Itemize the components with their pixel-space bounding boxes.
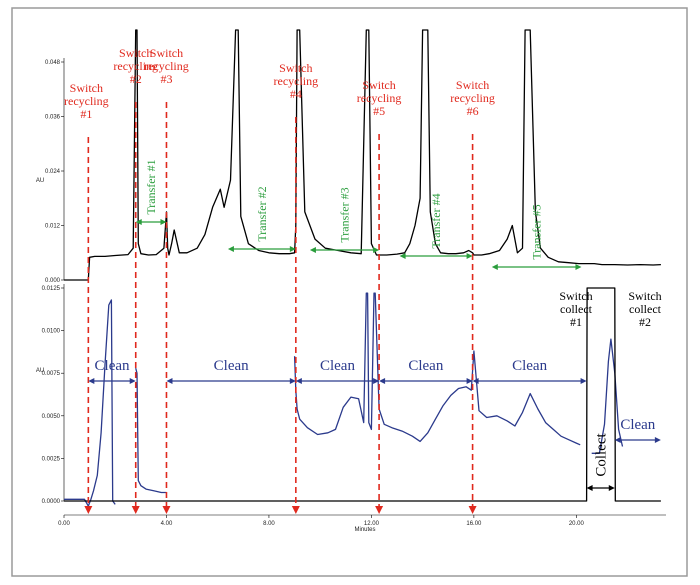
bottom-chromatogram-trace <box>591 338 624 454</box>
switch-lines-layer <box>84 102 477 514</box>
switch-recycling-label: #6 <box>467 104 479 118</box>
clean-label: Clean <box>512 358 547 374</box>
bottom-chromatogram-trace <box>293 292 581 446</box>
transfer-label: Transfer #3 <box>338 187 352 242</box>
x-tick-label: 8.00 <box>263 521 275 527</box>
switch-recycling-label: recycling <box>450 91 495 105</box>
switch-recycling-label: Switch <box>119 46 152 60</box>
switch-recycling-label: Switch <box>279 61 312 75</box>
switch-recycling-arrowhead <box>291 506 300 514</box>
top-y-tick-label: 0.036 <box>45 115 61 121</box>
clean-arrow-head <box>580 378 587 384</box>
top-y-tick-label: 0.012 <box>45 224 61 230</box>
clean-arrow-head <box>129 378 136 384</box>
bottom-y-tick-label: 0.0125 <box>42 286 61 292</box>
clean-arrow-head <box>466 378 473 384</box>
switch-recycling-label: recycling <box>144 59 189 73</box>
bottom-chromatogram-trace <box>135 367 167 494</box>
switch-recycling-label: #2 <box>130 72 142 86</box>
clean-label: Clean <box>620 417 655 433</box>
axes-layer: 0.000 0.012 0.024 0.036 0.048 0.0000 0.0025 0.0… <box>42 58 666 527</box>
switch-collect-label: Switch <box>628 289 661 303</box>
switch-recycling-label: recycling <box>357 91 402 105</box>
transfer-arrow-head <box>160 219 167 225</box>
switch-recycling-label: recycling <box>113 59 158 73</box>
collect-arrow-head <box>586 485 593 491</box>
switch-collect-label: #2 <box>639 315 651 329</box>
clean-arrow-head <box>166 378 173 384</box>
clean-arrow-head <box>379 378 386 384</box>
switch-collect-label: #1 <box>570 315 582 329</box>
transfer-label: Transfer #2 <box>255 186 269 241</box>
transfer-label: Transfer #5 <box>530 204 544 259</box>
switch-recycling-label: recycling <box>274 74 319 88</box>
top-y-tick-label: 0.024 <box>45 169 61 175</box>
switch-collect-label: collect <box>629 302 662 316</box>
bottom-y-axis-label: AU <box>36 368 44 374</box>
top-y-tick-label: 0.000 <box>45 278 61 284</box>
transfer-arrow-head <box>399 253 406 259</box>
switch-recycling-arrowhead <box>162 506 171 514</box>
clean-label: Clean <box>320 358 355 374</box>
x-tick-label: 0.00 <box>58 521 70 527</box>
bottom-chromatogram-trace <box>64 299 116 507</box>
switch-recycling-arrowhead <box>375 506 384 514</box>
collect-arrow-head <box>608 485 615 491</box>
switch-recycling-arrowhead <box>84 506 93 514</box>
figure-frame <box>11 7 688 577</box>
clean-label: Clean <box>408 358 443 374</box>
transfer-arrow-head <box>227 246 234 252</box>
bottom-y-tick-label: 0.0000 <box>42 499 61 505</box>
clean-label: Clean <box>214 358 249 374</box>
x-tick-label: 4.00 <box>161 521 173 527</box>
transfer-arrow-head <box>135 219 142 225</box>
switch-recycling-label: #5 <box>373 104 385 118</box>
collect-valve-trace <box>64 287 661 502</box>
clean-arrow-head <box>373 378 380 384</box>
switch-recycling-label: Switch <box>456 78 489 92</box>
switch-recycling-label: Switch <box>70 81 103 95</box>
bottom-y-tick-label: 0.0100 <box>42 329 61 335</box>
collect-label: Collect <box>594 433 610 477</box>
switch-recycling-label: #4 <box>290 87 302 101</box>
switch-collect-label: Switch <box>559 289 592 303</box>
transfer-arrow-head <box>309 247 316 253</box>
clean-arrow-head <box>654 437 661 443</box>
transfer-label: Transfer #4 <box>429 193 443 248</box>
switch-recycling-arrowhead <box>468 506 477 514</box>
clean-arrow-head <box>295 378 302 384</box>
switch-collect-label: collect <box>560 302 593 316</box>
clean-label: Clean <box>95 358 130 374</box>
x-tick-label: 16.00 <box>466 521 482 527</box>
switch-recycling-label: #1 <box>80 107 92 121</box>
x-axis-label: Minutes <box>354 527 375 533</box>
bottom-y-tick-label: 0.0050 <box>42 414 61 420</box>
transfer-arrow-head <box>491 264 498 270</box>
transfer-arrow-head <box>373 247 380 253</box>
bottom-y-tick-label: 0.0025 <box>42 456 61 462</box>
transfer-arrow-head <box>289 246 296 252</box>
clean-arrow-head <box>289 378 296 384</box>
top-y-axis-label: AU <box>36 178 44 184</box>
switch-recycling-arrowhead <box>131 506 140 514</box>
clean-arrow-head <box>614 437 621 443</box>
transfer-arrow-head <box>466 253 473 259</box>
switch-recycling-label: Switch <box>150 46 183 60</box>
x-tick-label: 20.00 <box>569 521 585 527</box>
switch-recycling-label: #3 <box>160 72 172 86</box>
clean-arrow-head <box>88 378 95 384</box>
transfer-arrow-head <box>575 264 582 270</box>
x-tick-label: 12.00 <box>364 521 380 527</box>
transfer-label: Transfer #1 <box>144 159 158 214</box>
switch-recycling-label: recycling <box>64 94 109 108</box>
top-y-tick-label: 0.048 <box>45 60 61 66</box>
annotations-layer: Switchrecycling#1Switchrecycling#2Switch… <box>64 46 662 491</box>
switch-recycling-label: Switch <box>362 78 395 92</box>
bottom-y-tick-label: 0.0075 <box>42 371 61 377</box>
clean-arrow-head <box>472 378 479 384</box>
